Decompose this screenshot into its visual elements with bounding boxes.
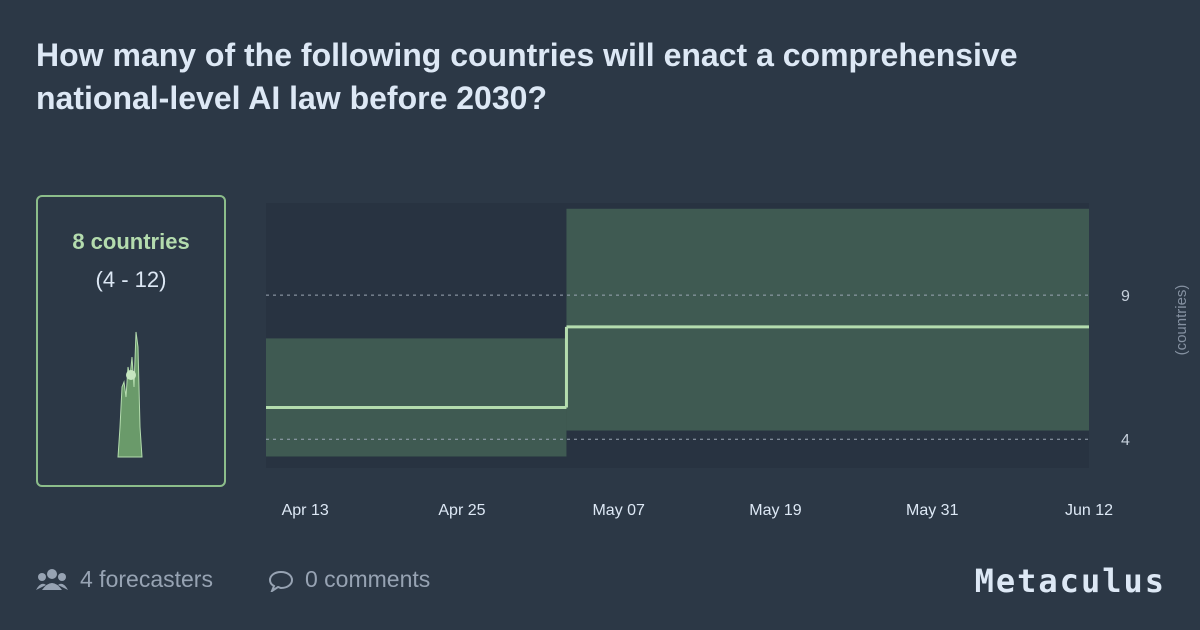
- summary-value: 8 countries: [72, 229, 190, 254]
- forecasters-count: 4 forecasters: [80, 566, 213, 592]
- comments-count: 0 comments: [305, 566, 431, 592]
- x-tick-label: Apr 13: [282, 502, 329, 519]
- plot-background: [266, 203, 1089, 468]
- forecasters-icon: [36, 569, 68, 590]
- summary-box: 8 countries (4 - 12): [36, 195, 226, 487]
- x-tick-label: Jun 12: [1065, 502, 1113, 519]
- mini-histogram: [117, 331, 143, 458]
- y-axis-label: (countries): [1173, 285, 1190, 356]
- interval-band: [566, 208, 1089, 431]
- x-tick-label: Apr 25: [438, 502, 485, 519]
- comments-icon: [268, 570, 294, 592]
- interval-band: [266, 338, 567, 457]
- x-tick-label: May 19: [749, 502, 802, 519]
- x-tick-label: May 07: [592, 502, 645, 519]
- question-title: How many of the following countries will…: [36, 37, 1018, 116]
- summary-range: (4 - 12): [95, 267, 167, 292]
- x-tick-label: May 31: [906, 502, 959, 519]
- brand: Metaculus: [974, 562, 1166, 600]
- y-tick-label: 4: [1121, 432, 1130, 449]
- y-tick-label: 9: [1121, 288, 1130, 305]
